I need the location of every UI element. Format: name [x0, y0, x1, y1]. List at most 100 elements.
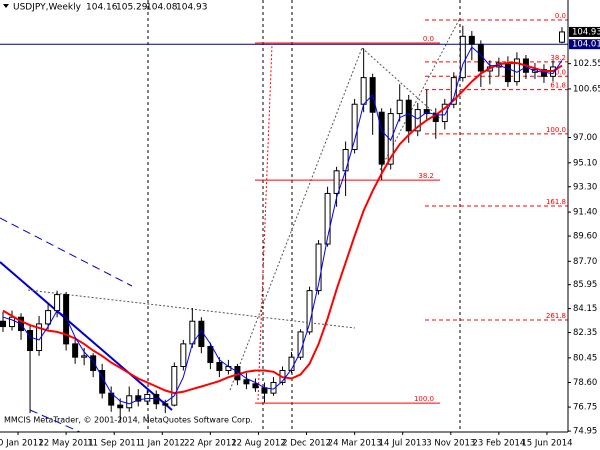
trend-line: [229, 47, 363, 391]
y-tick-label: 76.75: [573, 403, 597, 413]
candle-body: [216, 362, 223, 371]
y-tick-label: 89.60: [573, 232, 597, 242]
candle-body: [306, 290, 313, 333]
candle-body: [441, 103, 448, 123]
candle-body: [9, 316, 16, 328]
candle-body: [297, 331, 304, 358]
candle-body: [450, 77, 457, 105]
candle-body: [360, 77, 367, 105]
x-tick-label: 14 Jul 2013: [379, 439, 427, 449]
x-tick-label: 30 Jan 2011: [0, 439, 44, 449]
header-high: 105.29: [116, 3, 148, 13]
trend-line: [361, 47, 441, 119]
fib-label: 100.0: [414, 395, 434, 403]
y-tick-label: 78.60: [573, 378, 597, 388]
y-tick-label: 93.30: [573, 182, 597, 192]
price-marker-label: 104.01: [572, 40, 600, 50]
candle-body: [180, 343, 187, 368]
candle-body: [126, 395, 133, 409]
x-tick-label: 12 Aug 2012: [231, 439, 285, 449]
trend-line: [27, 289, 356, 329]
candle-body: [144, 393, 151, 402]
moving-average: [2, 46, 563, 405]
y-tick-label: 100.65: [573, 84, 600, 94]
x-tick-label: 22 Apr 2012: [184, 439, 237, 449]
y-tick-label: 97.00: [573, 133, 597, 143]
candle-body: [423, 109, 430, 115]
candle-body: [72, 343, 79, 358]
x-tick-label: 23 Feb 2014: [472, 439, 525, 449]
candle-body: [459, 35, 466, 79]
candle-body: [45, 310, 52, 325]
price-marker: [569, 39, 600, 50]
fib-label: 0.0: [423, 35, 434, 43]
y-tick-label: 74.95: [573, 427, 597, 437]
x-tick-label: 2 Dec 2012: [282, 439, 331, 449]
fib-label: 161.8: [546, 198, 566, 206]
candle-body: [558, 31, 565, 43]
menu-icon[interactable]: [3, 4, 9, 8]
candle-body: [396, 99, 403, 115]
candle-body: [468, 35, 475, 45]
fib-label: 100.0: [546, 126, 566, 134]
header-low: 104.08: [146, 3, 178, 13]
fib-label: 38.2: [550, 54, 566, 62]
candle-body: [162, 403, 169, 406]
x-tick-label: 1 Jan 2012: [140, 439, 186, 449]
y-tick-label: 87.70: [573, 257, 597, 267]
trend-line: [0, 261, 173, 411]
candle-body: [0, 320, 7, 328]
copyright: MMCIS MetaTrader, © 2001-2014, MetaQuote…: [4, 416, 253, 425]
candle-body: [351, 103, 358, 151]
candle-body: [270, 381, 277, 394]
candle-body: [333, 170, 340, 194]
candle-body: [117, 404, 124, 409]
candle-body: [243, 379, 250, 385]
x-tick-label: 24 Mar 2013: [328, 439, 382, 449]
fib-label: 61.8: [550, 82, 566, 90]
price-marker-label: 104.93: [572, 27, 600, 37]
candle-body: [81, 355, 88, 358]
candle-body: [315, 243, 322, 292]
y-tick-label: 85.95: [573, 280, 597, 290]
y-tick-label: 95.10: [573, 158, 597, 168]
candle-body: [36, 323, 43, 352]
header-close: 104.93: [176, 3, 208, 13]
candle-body: [135, 395, 142, 402]
y-tick-label: 80.45: [573, 353, 597, 363]
candle-body: [405, 99, 412, 132]
candle-body: [27, 330, 34, 352]
plot-area: 0.0 38.2 100.0 0.0 38.2 50.0 61.8 100.0 161.8 261…: [0, 12, 568, 423]
fib-label: 50.0: [550, 68, 566, 76]
candle-body: [90, 355, 97, 371]
price-marker: [569, 26, 600, 37]
candle-body: [504, 62, 511, 83]
candle-body: [207, 346, 214, 364]
candle-body: [63, 294, 70, 345]
y-tick-label: 91.40: [573, 208, 597, 218]
candle-body: [261, 387, 268, 394]
candle-body: [171, 366, 178, 406]
y-tick-label: 102.55: [573, 59, 600, 69]
y-tick-label: 84.15: [573, 304, 597, 314]
candle-body: [414, 109, 421, 132]
candle-body: [54, 294, 61, 312]
header-open: 104.16: [86, 3, 118, 13]
candle-body: [252, 383, 259, 389]
x-tick-label: 3 Nov 2013: [426, 439, 475, 449]
x-tick-label: 15 Jun 2014: [521, 439, 572, 449]
trend-line: [257, 44, 273, 401]
trend-line: [0, 217, 133, 287]
candle-body: [324, 192, 331, 245]
y-tick-label: 82.35: [573, 328, 597, 338]
fib-label: 38.2: [418, 172, 434, 180]
chart-title: USDJPY,Weekly: [13, 3, 82, 13]
candle-body: [342, 149, 349, 172]
trend-line: [29, 409, 81, 433]
candle-body: [378, 111, 385, 165]
x-tick-label: 11 Sep 2011: [87, 439, 141, 449]
fib-label: 261.8: [546, 312, 566, 320]
x-tick-label: 22 May 2011: [38, 439, 93, 449]
